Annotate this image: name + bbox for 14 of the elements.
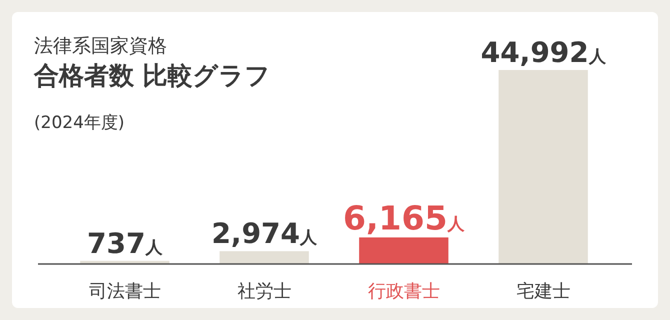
- x-tick-label: 司法書士: [88, 281, 161, 302]
- chart-title: 法律系国家資格: [34, 35, 167, 57]
- bar: [359, 237, 448, 264]
- x-tick-label: 社労士: [237, 281, 292, 302]
- data-label: 44,992人: [480, 36, 607, 69]
- x-tick-label: 宅建士: [516, 281, 570, 302]
- data-label: 2,974人: [211, 217, 318, 250]
- data-label: 6,165人: [343, 198, 466, 238]
- bar: [220, 251, 309, 264]
- annotation: (2024年度): [34, 113, 125, 133]
- data-label: 737人: [87, 226, 164, 260]
- bar: [498, 70, 588, 264]
- x-tick-label: 行政書士: [368, 281, 440, 302]
- chart-subtitle: 合格者数 比較グラフ: [33, 61, 271, 90]
